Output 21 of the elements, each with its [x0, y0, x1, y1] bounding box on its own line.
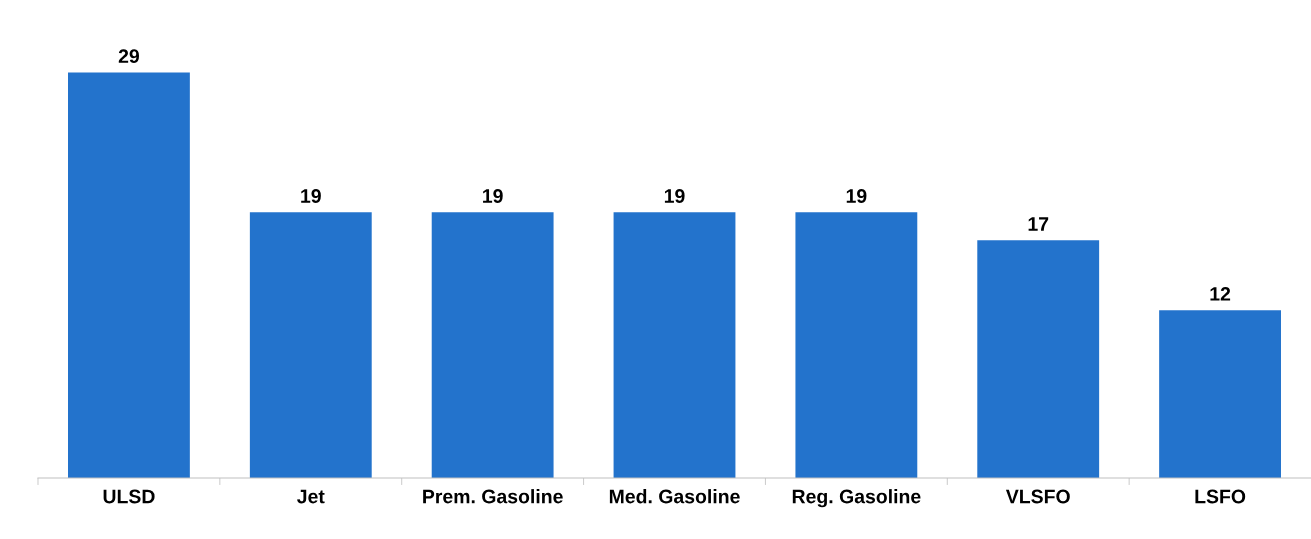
- data-label: 19: [664, 189, 685, 203]
- x-tick-label: LSFO: [1195, 489, 1246, 504]
- bar: [1159, 310, 1281, 478]
- bar: [977, 240, 1100, 478]
- x-tick-label: ULSD: [103, 489, 155, 504]
- bar: [795, 212, 918, 478]
- data-label: 19: [483, 189, 503, 203]
- bar: [613, 212, 736, 478]
- x-tick-label: VLSFO: [1005, 489, 1070, 504]
- x-tick-label: Prem. Gasoline: [423, 489, 563, 504]
- data-label: 17: [1028, 217, 1049, 231]
- bar: [68, 72, 190, 478]
- data-label: 19: [846, 189, 867, 203]
- data-label: 29: [118, 49, 140, 64]
- data-label: 12: [1210, 287, 1231, 301]
- bar: [431, 212, 554, 478]
- data-label: 19: [301, 189, 321, 203]
- x-tick-label: Med. Gasoline: [609, 489, 740, 504]
- bar: [249, 212, 372, 478]
- x-tick-label: Jet: [297, 489, 325, 504]
- x-tick-label: Reg. Gasoline: [792, 489, 921, 508]
